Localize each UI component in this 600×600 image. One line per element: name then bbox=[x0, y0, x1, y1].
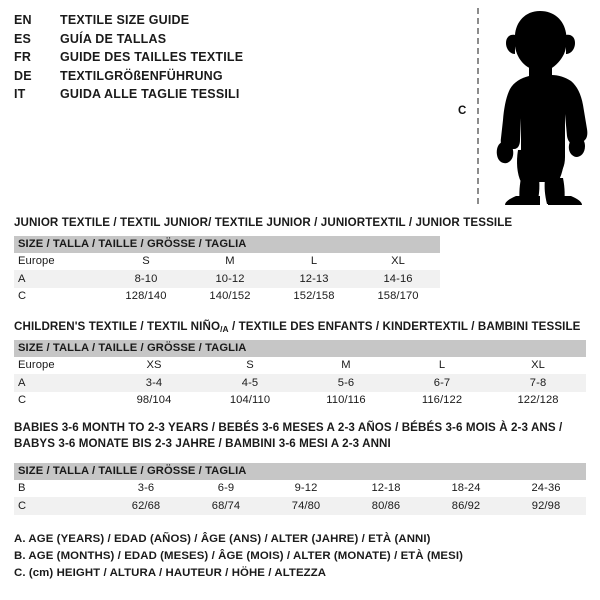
legend-line-a: A. AGE (YEARS) / EDAD (AÑOS) / ÂGE (ANS)… bbox=[14, 533, 431, 545]
language-row: IT GUIDA ALLE TAGLIE TESSILI bbox=[14, 87, 434, 106]
table-cell: 158/170 bbox=[356, 287, 441, 306]
table-cell: L bbox=[394, 356, 490, 375]
language-title: TEXTILGRÖßENFÜHRUNG bbox=[60, 68, 223, 83]
language-title: GUÍA DE TALLAS bbox=[60, 31, 167, 46]
table-cell: 10-12 bbox=[188, 270, 272, 288]
children-table-band-row: SIZE / TALLA / TAILLE / GRÖSSE / TAGLIA bbox=[14, 340, 587, 357]
row-label: B bbox=[14, 479, 106, 498]
table-row: C 62/68 68/74 74/80 80/86 86/92 92/98 bbox=[14, 497, 587, 515]
babies-title-line2: BABYS 3-6 MONATE BIS 2-3 JAHRE / BAMBINI… bbox=[14, 436, 391, 450]
table-row: Europe S M L XL bbox=[14, 252, 441, 271]
row-label: A bbox=[14, 374, 106, 392]
table-cell: 5-6 bbox=[298, 374, 394, 392]
table-cell: 3-4 bbox=[106, 374, 202, 392]
children-title-part1: CHILDREN'S TEXTILE / TEXTIL NIÑO bbox=[14, 320, 221, 333]
table-cell: 4-5 bbox=[202, 374, 298, 392]
table-cell: 152/158 bbox=[272, 287, 356, 306]
table-cell: 14-16 bbox=[356, 270, 441, 288]
table-cell: 128/140 bbox=[104, 287, 188, 306]
table-cell: XL bbox=[490, 356, 587, 375]
language-title: TEXTILE SIZE GUIDE bbox=[60, 13, 190, 27]
row-label: Europe bbox=[14, 356, 106, 375]
language-title-block: EN TEXTILE SIZE GUIDE ES GUÍA DE TALLAS … bbox=[14, 13, 434, 106]
row-label: C bbox=[14, 391, 106, 410]
table-cell: XS bbox=[106, 356, 202, 375]
table-cell: 6-9 bbox=[186, 479, 266, 498]
table-cell: 104/110 bbox=[202, 391, 298, 410]
babies-band-label: SIZE / TALLA / TAILLE / GRÖSSE / TAGLIA bbox=[14, 463, 587, 480]
table-cell: 92/98 bbox=[506, 497, 587, 515]
babies-table-band-row: SIZE / TALLA / TAILLE / GRÖSSE / TAGLIA bbox=[14, 463, 587, 480]
children-band-label: SIZE / TALLA / TAILLE / GRÖSSE / TAGLIA bbox=[14, 340, 587, 357]
table-row: Europe XS S M L XL bbox=[14, 356, 587, 375]
table-cell: 74/80 bbox=[266, 497, 346, 515]
language-row: EN TEXTILE SIZE GUIDE bbox=[14, 13, 434, 32]
table-cell: XL bbox=[356, 252, 441, 271]
language-code: EN bbox=[14, 13, 32, 27]
babies-title-line1: BABIES 3-6 MONTH TO 2-3 YEARS / BEBÉS 3-… bbox=[14, 421, 563, 434]
table-cell: 116/122 bbox=[394, 391, 490, 410]
row-label: A bbox=[14, 270, 104, 288]
language-code: IT bbox=[14, 87, 26, 102]
table-cell: 122/128 bbox=[490, 391, 587, 410]
language-row: DE TEXTILGRÖßENFÜHRUNG bbox=[14, 69, 434, 88]
language-row: FR GUIDE DES TAILLES TEXTILE bbox=[14, 50, 434, 69]
language-title: GUIDA ALLE TAGLIE TESSILI bbox=[60, 87, 240, 102]
babies-size-table: SIZE / TALLA / TAILLE / GRÖSSE / TAGLIA … bbox=[14, 463, 587, 515]
table-cell: 3-6 bbox=[106, 479, 186, 498]
table-cell: M bbox=[188, 252, 272, 271]
table-row: C 98/104 104/110 110/116 116/122 122/128 bbox=[14, 391, 587, 410]
junior-size-table: SIZE / TALLA / TAILLE / GRÖSSE / TAGLIA … bbox=[14, 236, 441, 306]
height-dashed-line bbox=[477, 8, 479, 204]
table-cell: M bbox=[298, 356, 394, 375]
table-cell: 12-13 bbox=[272, 270, 356, 288]
table-cell: 24-36 bbox=[506, 479, 587, 498]
table-cell: 86/92 bbox=[426, 497, 506, 515]
table-cell: 7-8 bbox=[490, 374, 587, 392]
junior-band-label: SIZE / TALLA / TAILLE / GRÖSSE / TAGLIA bbox=[14, 236, 441, 253]
legend-line-c: C. (cm) HEIGHT / ALTURA / HAUTEUR / HÖHE… bbox=[14, 567, 327, 579]
table-cell: 98/104 bbox=[106, 391, 202, 410]
toddler-silhouette-icon bbox=[496, 11, 588, 205]
table-cell: L bbox=[272, 252, 356, 271]
children-title-subscript: /A bbox=[220, 324, 229, 335]
table-cell: 12-18 bbox=[346, 479, 426, 498]
language-code: DE bbox=[14, 68, 32, 83]
table-cell: 9-12 bbox=[266, 479, 346, 498]
junior-table-band-row: SIZE / TALLA / TAILLE / GRÖSSE / TAGLIA bbox=[14, 236, 441, 253]
table-row: C 128/140 140/152 152/158 158/170 bbox=[14, 287, 441, 306]
language-row: ES GUÍA DE TALLAS bbox=[14, 32, 434, 51]
table-cell: S bbox=[202, 356, 298, 375]
table-cell: 18-24 bbox=[426, 479, 506, 498]
children-size-table: SIZE / TALLA / TAILLE / GRÖSSE / TAGLIA … bbox=[14, 340, 587, 410]
children-title-part2: / TEXTILE DES ENFANTS / KINDERTEXTIL / B… bbox=[228, 320, 581, 333]
table-cell: 6-7 bbox=[394, 374, 490, 392]
language-code: ES bbox=[14, 31, 32, 46]
children-section-title: CHILDREN'S TEXTILE / TEXTIL NIÑO/A / TEX… bbox=[14, 320, 581, 334]
height-axis-label: C bbox=[458, 105, 467, 117]
table-cell: S bbox=[104, 252, 188, 271]
junior-section-title: JUNIOR TEXTILE / TEXTIL JUNIOR/ TEXTILE … bbox=[14, 216, 513, 229]
row-label: Europe bbox=[14, 252, 104, 271]
language-code: FR bbox=[14, 50, 32, 65]
table-cell: 140/152 bbox=[188, 287, 272, 306]
table-row: B 3-6 6-9 9-12 12-18 18-24 24-36 bbox=[14, 479, 587, 498]
legend-block: A. AGE (YEARS) / EDAD (AÑOS) / ÂGE (ANS)… bbox=[14, 533, 463, 584]
row-label: C bbox=[14, 287, 104, 306]
table-cell: 62/68 bbox=[106, 497, 186, 515]
table-cell: 68/74 bbox=[186, 497, 266, 515]
table-cell: 80/86 bbox=[346, 497, 426, 515]
legend-line-b: B. AGE (MONTHS) / EDAD (MESES) / ÂGE (MO… bbox=[14, 550, 463, 562]
table-row: A 3-4 4-5 5-6 6-7 7-8 bbox=[14, 374, 587, 392]
table-row: A 8-10 10-12 12-13 14-16 bbox=[14, 270, 441, 288]
table-cell: 8-10 bbox=[104, 270, 188, 288]
height-measurement-figure: C bbox=[440, 0, 600, 212]
babies-section-title: BABIES 3-6 MONTH TO 2-3 YEARS / BEBÉS 3-… bbox=[14, 421, 562, 450]
row-label: C bbox=[14, 497, 106, 515]
language-title: GUIDE DES TAILLES TEXTILE bbox=[60, 50, 244, 65]
table-cell: 110/116 bbox=[298, 391, 394, 410]
